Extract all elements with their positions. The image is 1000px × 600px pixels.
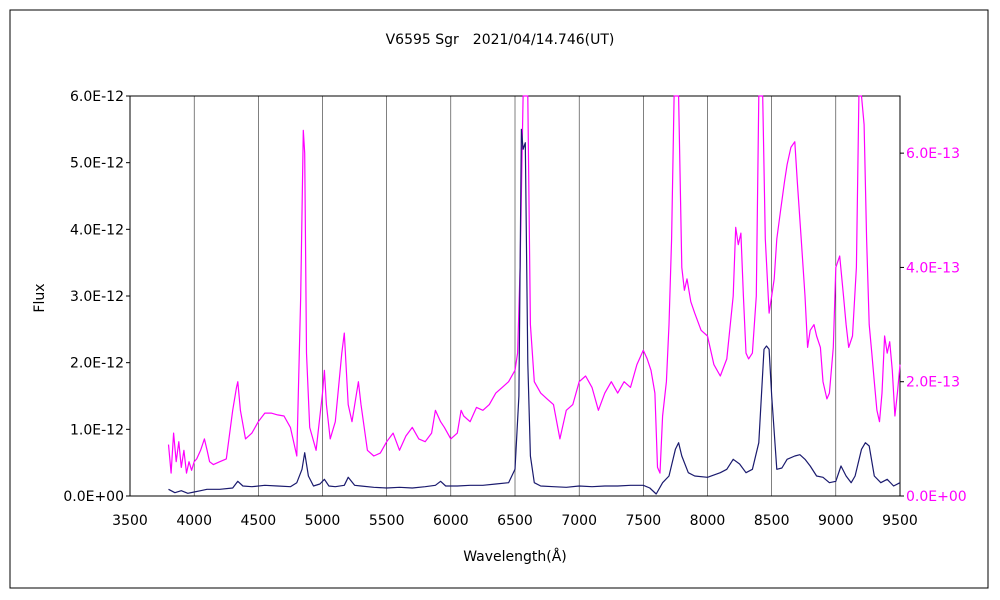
series-right-group [167,95,901,474]
x-tick-label: 7500 [626,513,662,529]
y-axis-label: Flux [32,283,48,312]
series-left-group [168,128,901,495]
x-tick-label: 9000 [818,513,854,529]
x-tick-label: 5500 [369,513,405,529]
y-tick-label: 2.0E-12 [70,356,124,372]
x-tick-label: 8500 [754,513,790,529]
series-line-left-axis [168,128,901,495]
x-tick-label: 5000 [305,513,341,529]
x-tick-label: 4000 [176,513,212,529]
x-tick-label: 9500 [882,513,918,529]
y-tick-label: 6.0E-12 [70,89,124,105]
y-tick-label: 3.0E-12 [70,289,124,305]
x-tick-label: 6000 [433,513,469,529]
x-axis-ticks: 3500 4000 4500 5000 5500 6000 6500 7000 7500 8000… [112,513,918,529]
y-tick-label: 1.0E-12 [70,422,124,438]
series-line-right-axis [167,95,901,474]
x-tick-label: 7000 [561,513,597,529]
y2-tick-label: 2.0E-13 [906,375,960,391]
chart-title: V6595 Sgr 2021/04/14.746(UT) [386,32,615,48]
x-tick-label: 6500 [497,513,533,529]
x-tick-label: 4500 [241,513,277,529]
x-tick-label: 8000 [690,513,726,529]
y2-tick-label: 4.0E-13 [906,260,960,276]
y-tick-label: 5.0E-12 [70,156,124,172]
x-axis-label: Wavelength(Å) [463,548,567,565]
y2-axis-ticks: 0.0E+00 2.0E-13 4.0E-13 6.0E-13 [900,146,967,505]
x-tick-label: 3500 [112,513,148,529]
y-axis-ticks: 0.0E+00 1.0E-12 2.0E-12 3.0E-12 4.0E-12 5.0E-… [63,89,130,505]
y-tick-label: 4.0E-12 [70,222,124,238]
y2-tick-label: 0.0E+00 [906,489,967,505]
y-tick-label: 0.0E+00 [63,489,124,505]
y2-tick-label: 6.0E-13 [906,146,960,162]
